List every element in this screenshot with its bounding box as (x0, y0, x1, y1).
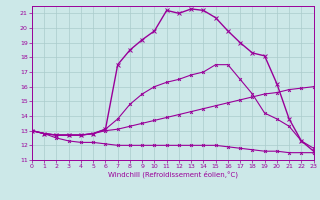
X-axis label: Windchill (Refroidissement éolien,°C): Windchill (Refroidissement éolien,°C) (108, 171, 238, 178)
